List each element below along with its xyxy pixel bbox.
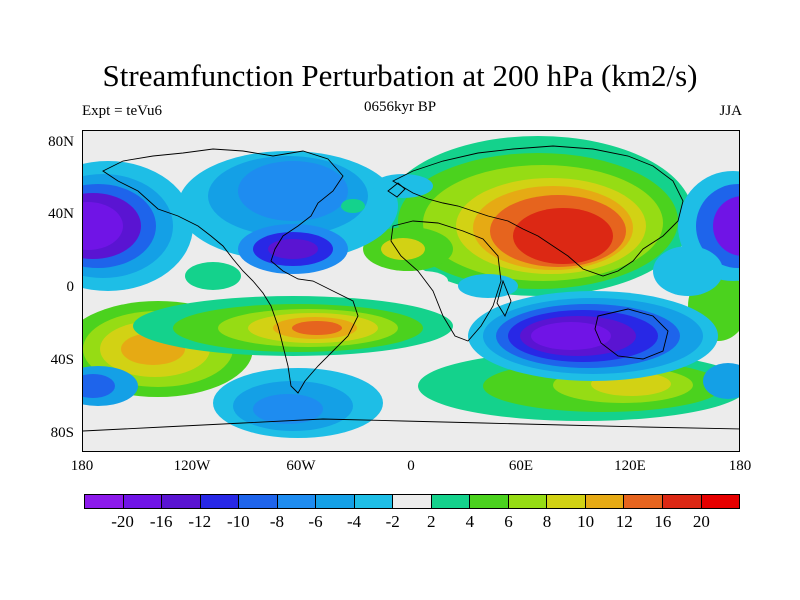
negative-region-antarctic	[83, 363, 739, 438]
antarctica-coastline	[83, 418, 739, 432]
lon-tick-label: 180	[728, 458, 752, 474]
lon-tick-label: 180	[70, 458, 94, 474]
colorbar-tick-label: -4	[347, 512, 362, 531]
colorbar-cell	[277, 495, 317, 508]
lon-tick-label: 0	[407, 458, 415, 474]
australia-coastline	[594, 308, 669, 360]
colorbar-tick-label: -12	[188, 512, 212, 531]
negative-region-north-america	[178, 151, 398, 274]
colorbar-cell	[547, 495, 586, 508]
time-label: 0656kyr BP	[363, 99, 437, 115]
lon-tick-label: 120W	[173, 458, 211, 474]
colorbar-cell	[701, 495, 740, 508]
colorbar-tick-label: 8	[542, 512, 552, 531]
lat-tick-label: 80N	[48, 134, 74, 150]
negative-region-north-pacific	[83, 161, 739, 291]
colorbar-cell	[508, 495, 548, 508]
colorbar-cell	[200, 495, 240, 508]
madagascar-coastline	[496, 279, 512, 317]
colorbar-cell	[585, 495, 625, 508]
minor-features	[341, 174, 723, 298]
colorbar-tick-label: -20	[111, 512, 134, 531]
colorbar-tick-label: 16	[654, 512, 672, 531]
lat-tick-label: 0	[66, 279, 75, 295]
colorbar-tick-label: 4	[465, 512, 475, 531]
colorbar-cell	[624, 495, 663, 508]
season-label: JJA	[719, 103, 742, 119]
colorbar-cell	[162, 495, 201, 508]
lat-tick-label: 80S	[50, 425, 74, 441]
experiment-label: Expt = teVu6	[82, 103, 163, 119]
positive-region-eurasia	[383, 136, 693, 296]
colorbar-cell	[316, 495, 355, 508]
colorbar-cell	[393, 495, 432, 508]
colorbar-tick-label: -2	[385, 512, 400, 531]
colorbar-cell	[123, 495, 163, 508]
negative-region-south-indian	[468, 291, 718, 381]
colorbar-tick-label: -16	[149, 512, 173, 531]
africa-coastline	[390, 220, 502, 342]
british-isles-coastline	[387, 182, 406, 198]
lon-tick-label: 120E	[614, 458, 646, 474]
colorbar-cell	[239, 495, 278, 508]
colorbar-cell	[662, 495, 702, 508]
americas-coastline	[102, 148, 359, 394]
map-panel	[82, 130, 740, 452]
streamfunction-field	[83, 131, 739, 451]
colorbar-labels: -20 -16 -12 -10 -8 -6 -4 -2 2 4 6 8 10 12 16 20	[84, 512, 740, 534]
colorbar-cell	[354, 495, 394, 508]
colorbar-cell	[85, 495, 124, 508]
lon-tick-label: 60E	[508, 458, 534, 474]
map-title: Streamfunction Perturbation at 200 hPa (…	[102, 58, 698, 93]
colorbar-tick-label: 20	[692, 512, 710, 531]
lat-tick-label: 40S	[50, 352, 74, 368]
lon-tick-label: 60W	[286, 458, 316, 474]
coastlines	[83, 145, 739, 432]
colorbar-tick-label: -8	[269, 512, 285, 531]
positive-region-south-america	[133, 296, 453, 356]
colorbar-cell	[431, 495, 471, 508]
colorbar-tick-label: 2	[427, 512, 436, 531]
lat-tick-label: 40N	[48, 206, 74, 222]
colorbar-tick-label: -10	[227, 512, 250, 531]
colorbar	[84, 494, 740, 509]
eurasia-coastline	[392, 145, 684, 277]
colorbar-tick-label: -6	[308, 512, 323, 531]
colorbar-cell	[470, 495, 509, 508]
colorbar-tick-label: 12	[615, 512, 633, 531]
colorbar-tick-label: 6	[504, 512, 513, 531]
colorbar-tick-label: 10	[577, 512, 595, 531]
